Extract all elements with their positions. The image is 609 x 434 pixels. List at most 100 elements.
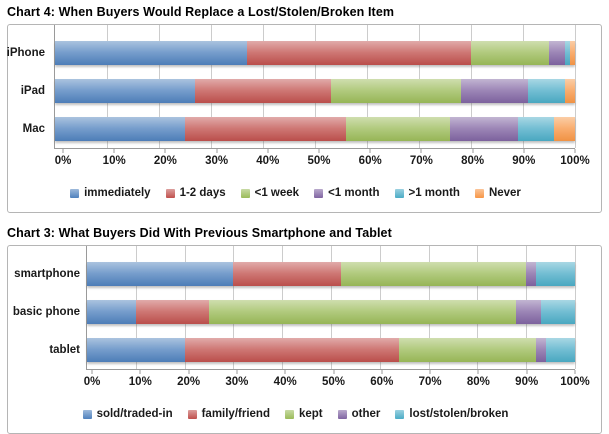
legend-swatch [474,188,484,198]
bar-segment [87,262,234,286]
bar-segment [564,41,570,65]
tick-mark [381,370,383,374]
tick-label: 70% [418,376,442,388]
legend-item: Never [474,187,521,199]
bar-segment [208,300,517,324]
bar-row [87,255,575,293]
bar-segment [135,300,209,324]
tick-label: 70% [409,155,433,167]
legend-swatch [395,409,405,419]
tick-mark [62,149,64,153]
chart-4-title: Chart 4: When Buyers Would Replace a Los… [7,5,395,19]
legend-label: other [351,408,381,420]
bar-segment [55,79,196,103]
tick-label: 30% [205,155,229,167]
chart-3-area: smartphone basic phone tablet 0% 10% 20% 30% 4… [7,245,602,434]
bar-segment [87,300,136,324]
bar-segment [535,262,575,286]
legend-label: immediately [84,187,151,199]
category-label: Mac [22,123,45,135]
tick-mark [139,370,141,374]
bar-segment [450,117,518,141]
plot-area: smartphone basic phone tablet [12,246,576,370]
tick-mark [113,149,115,153]
x-axis: 0% 10% 20% 30% 40% 50% 60% 70% 80% 90% 100% [84,370,590,392]
category-labels: iPhone iPad Mac [6,25,54,149]
bar-segment [185,117,347,141]
stacked-bar [55,41,575,65]
legend-swatch [240,188,250,198]
legend-swatch [187,409,197,419]
tick-mark [284,370,286,374]
bar-segment [564,79,575,103]
bar-segment [195,79,331,103]
tick-label: 90% [512,155,536,167]
legend: sold/traded-in family/friend kept other lost… [16,400,575,428]
bar-segment [540,300,575,324]
legend-label: lost/stolen/broken [409,408,509,420]
category-label: basic phone [12,306,80,318]
bar-row [55,72,575,110]
legend-item: immediately [70,187,151,199]
tick-mark [429,370,431,374]
tick-mark [188,370,190,374]
chart-3-section: Chart 3: What Buyers Did With Previous S… [0,226,609,434]
tick-mark [91,370,93,374]
stacked-bar [87,300,575,324]
bar-segment [184,338,400,362]
bar-row [55,110,575,148]
bar-segment [233,262,341,286]
legend-label: family/friend [201,408,270,420]
bar-segment [330,79,461,103]
category-label: iPhone [6,47,45,59]
bar-segment [55,41,248,65]
tick-label: 20% [153,155,177,167]
track-zone [86,246,576,370]
gridline [575,246,576,369]
tick-label: 40% [256,155,280,167]
x-axis-spacer [16,370,92,392]
bar-segment [516,300,541,324]
bar-row [55,34,575,72]
tick-mark [333,370,334,374]
bar-segment [545,338,575,362]
tick-label: 100% [560,376,590,388]
tick-label: 60% [370,376,394,388]
tick-mark [164,149,166,153]
legend-item: <1 month [314,187,380,199]
stacked-bar [55,79,575,103]
tick-mark [267,149,269,153]
bar-segment [526,262,536,286]
legend-label: kept [298,408,323,420]
tick-mark [318,149,320,153]
bar-segment [346,117,451,141]
legend-item: other [337,408,381,420]
category-label: tablet [49,344,80,356]
category-labels: smartphone basic phone tablet [12,246,86,370]
bar-row [87,331,575,369]
tick-label: 10% [128,376,152,388]
legend-swatch [394,188,404,198]
bar-segment [554,117,575,141]
bar-segment [535,338,546,362]
legend-label: <1 month [328,187,380,199]
bar-segment [399,338,536,362]
bar-segment [87,338,185,362]
bar-segment [460,79,529,103]
tick-label: 50% [307,155,331,167]
tick-mark [523,149,525,153]
legend-item: kept [284,408,323,420]
tick-label: 90% [515,376,539,388]
tick-mark [574,149,576,153]
chart-4-area: iPhone iPad Mac 0% 10% 20% 30% 40% 50% 60% 70% 80%… [7,24,602,213]
legend-label: 1-2 days [179,187,226,199]
tick-label: 10% [102,155,126,167]
legend-swatch [82,409,92,419]
bar-segment [569,41,575,65]
tick-label: 60% [358,155,382,167]
legend-label: <1 week [254,187,300,199]
legend-swatch [337,409,347,419]
legend-swatch [70,188,80,198]
legend-label: >1 month [408,187,460,199]
